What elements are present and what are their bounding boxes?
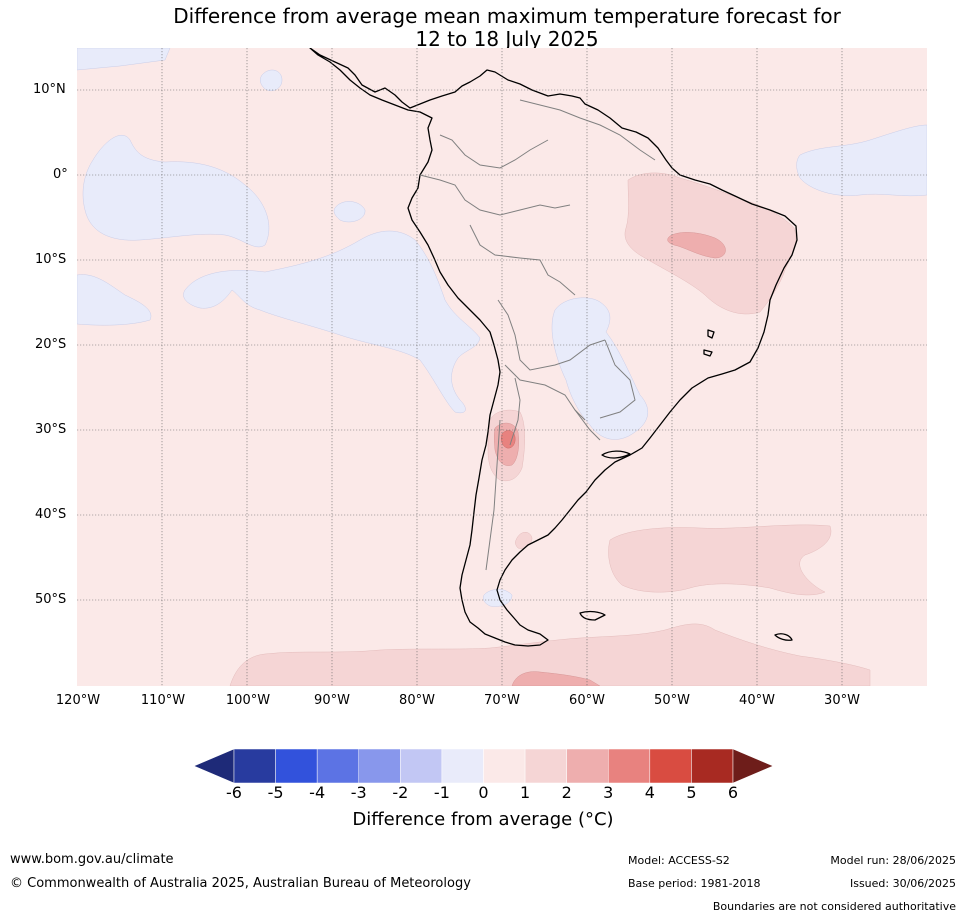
colorbar-title: Difference from average (°C) xyxy=(352,809,614,830)
lon-label-100w: 100°W xyxy=(225,693,271,708)
colorbar-tick-label: 0 xyxy=(478,783,489,802)
lat-label-40s: 40°S xyxy=(35,507,67,522)
colorbar-cell xyxy=(400,748,443,784)
footer-website[interactable]: www.bom.gov.au/climate xyxy=(10,852,174,867)
colorbar-cell xyxy=(441,748,484,784)
lat-label-20s: 20°S xyxy=(35,337,67,352)
lat-label-10s: 10°S xyxy=(35,252,67,267)
colorbar-tick-label: -2 xyxy=(392,783,409,802)
colorbar-cell xyxy=(649,748,692,784)
colorbar-tick-label: 1 xyxy=(519,783,531,802)
country-borders xyxy=(419,99,656,571)
colorbar-tick-label: 4 xyxy=(644,783,655,802)
map-title-line2: 12 to 18 July 2025 xyxy=(415,27,599,51)
colorbar-tick-label: -1 xyxy=(433,783,450,802)
lon-label-40w: 40°W xyxy=(739,693,775,708)
footer-issued: Issued: 30/06/2025 xyxy=(849,877,956,890)
colorbar-cell xyxy=(316,748,359,784)
lat-label-30s: 30°S xyxy=(35,422,67,437)
footer-base-period: Base period: 1981-2018 xyxy=(628,877,761,890)
footer-disclaimer: Boundaries are not considered authoritat… xyxy=(712,900,956,913)
coastline xyxy=(309,48,798,647)
colorbar-cell xyxy=(233,748,276,784)
colorbar-tick-label: 6 xyxy=(727,783,739,802)
colorbar-tick-label: -5 xyxy=(267,783,284,802)
colorbar-cell xyxy=(566,748,609,784)
lon-label-80w: 80°W xyxy=(399,693,435,708)
lon-label-110w: 110°W xyxy=(140,693,186,708)
map-title-line1: Difference from average mean maximum tem… xyxy=(173,4,841,28)
footer-model: Model: ACCESS-S2 xyxy=(628,854,730,867)
colorbar-cell xyxy=(483,748,526,784)
warm-anomaly-regions-3 xyxy=(500,430,516,449)
colorbar-tick-label: -3 xyxy=(350,783,367,802)
colorbar-over-arrow xyxy=(732,748,774,784)
lon-label-60w: 60°W xyxy=(569,693,605,708)
lon-label-90w: 90°W xyxy=(314,693,350,708)
colorbar-cell xyxy=(691,748,734,784)
lon-label-50w: 50°W xyxy=(654,693,690,708)
colorbar-cell xyxy=(358,748,401,784)
lon-label-30w: 30°W xyxy=(824,693,860,708)
colorbar-cell xyxy=(524,748,567,784)
colorbar-tick-label: -4 xyxy=(309,783,326,802)
graticule xyxy=(77,48,927,686)
colorbar-tick-label: -6 xyxy=(226,783,242,802)
footer-copyright: © Commonwealth of Australia 2025, Austra… xyxy=(10,876,471,891)
colorbar xyxy=(193,748,774,784)
colorbar-under-arrow xyxy=(193,748,235,784)
lat-label-10n: 10°N xyxy=(33,82,66,97)
footer-model-run: Model run: 28/06/2025 xyxy=(830,854,956,867)
colorbar-tick-label: 5 xyxy=(686,783,697,802)
lon-label-120w: 120°W xyxy=(55,693,101,708)
colorbar-cell xyxy=(608,748,651,784)
colorbar-tick-label: 2 xyxy=(561,783,572,802)
lat-label-0: 0° xyxy=(53,167,68,182)
lon-label-70w: 70°W xyxy=(484,693,520,708)
colorbar-cell xyxy=(275,748,318,784)
lat-label-50s: 50°S xyxy=(35,592,67,607)
colorbar-tick-label: 3 xyxy=(603,783,614,802)
